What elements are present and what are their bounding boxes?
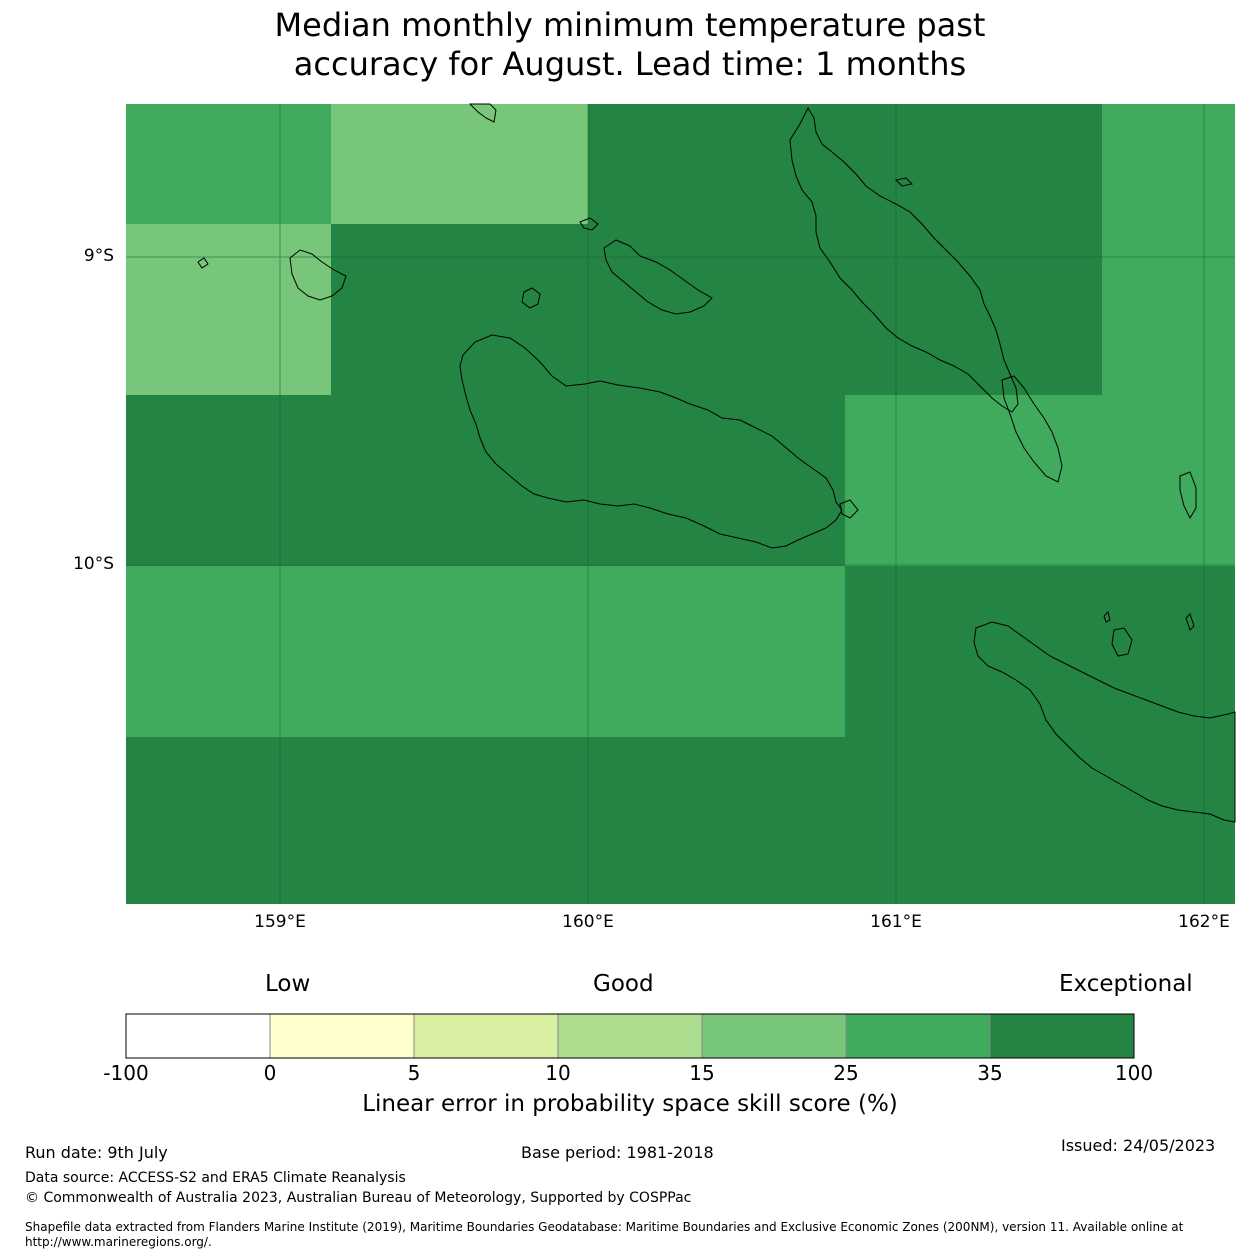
issued-date: Issued: 24/05/2023 <box>1061 1136 1216 1155</box>
colorbar-label: Linear error in probability space skill … <box>362 1091 898 1117</box>
lon-label-160e: 160°E <box>562 912 614 932</box>
colorbar-tick: 100 <box>1114 1061 1154 1085</box>
grid-cell <box>331 224 1102 395</box>
lon-label-161e: 161°E <box>870 912 922 932</box>
skill-grid <box>126 104 1235 904</box>
island-small-4 <box>468 103 497 123</box>
graticule <box>126 104 1235 904</box>
grid-cell <box>126 737 1235 904</box>
copyright: © Commonwealth of Australia 2023, Austra… <box>25 1190 692 1206</box>
island-small-malaita <box>1001 375 1063 483</box>
colorbar-tick: -100 <box>103 1061 149 1085</box>
island-makira <box>973 621 1236 823</box>
lon-label-162e: 162°E <box>1178 912 1230 932</box>
data-source: Data source: ACCESS-S2 and ERA5 Climate … <box>25 1170 406 1186</box>
island-small-7 <box>1103 611 1111 623</box>
lon-label-159e: 159°E <box>254 912 306 932</box>
island-small-3 <box>1179 471 1197 520</box>
colorbar-tick: 25 <box>833 1061 859 1085</box>
grid-cell <box>1102 104 1235 224</box>
grid-cell <box>126 104 331 224</box>
island-small-1 <box>197 257 209 269</box>
colorbar-tick: 10 <box>545 1061 571 1085</box>
grid-cell <box>331 104 588 224</box>
lat-label-9s: 9°S <box>83 246 114 266</box>
shapefile-credit-2: http://www.marineregions.org/. <box>25 1235 212 1249</box>
island-small-5 <box>894 177 914 187</box>
title-line-1: Median monthly minimum temperature past <box>274 6 986 44</box>
run-date: Run date: 9th July <box>25 1143 168 1162</box>
island-florida <box>603 239 713 315</box>
category-low: Low <box>265 971 311 997</box>
island-russell <box>289 249 347 301</box>
island-small-8 <box>1185 613 1195 631</box>
category-good: Good <box>593 971 654 997</box>
grid-cell <box>126 566 845 737</box>
island-small-6 <box>579 217 599 231</box>
coastlines <box>197 103 1236 823</box>
grid-cell <box>845 395 1235 566</box>
shapefile-credit-1: Shapefile data extracted from Flanders M… <box>25 1220 1184 1234</box>
island-malaita <box>789 106 1019 413</box>
lat-label-10s: 10°S <box>73 554 114 574</box>
colorbar-tick: 15 <box>689 1061 715 1085</box>
chart-title: Median monthly minimum temperature past … <box>0 6 1260 84</box>
island-small-9 <box>839 499 859 519</box>
colorbar-tick: 5 <box>407 1061 421 1085</box>
category-exceptional: Exceptional <box>1059 971 1193 997</box>
island-savo <box>521 287 541 309</box>
base-period: Base period: 1981-2018 <box>521 1143 714 1162</box>
grid-cell <box>1102 224 1235 395</box>
colorbar-tick: 35 <box>977 1061 1003 1085</box>
grid-cell <box>588 104 1102 224</box>
island-guadalcanal <box>459 334 843 549</box>
colorbar-tick: 0 <box>263 1061 277 1085</box>
title-line-2: accuracy for August. Lead time: 1 months <box>293 45 967 83</box>
island-small-2 <box>1111 627 1133 657</box>
grid-cell <box>126 395 845 566</box>
